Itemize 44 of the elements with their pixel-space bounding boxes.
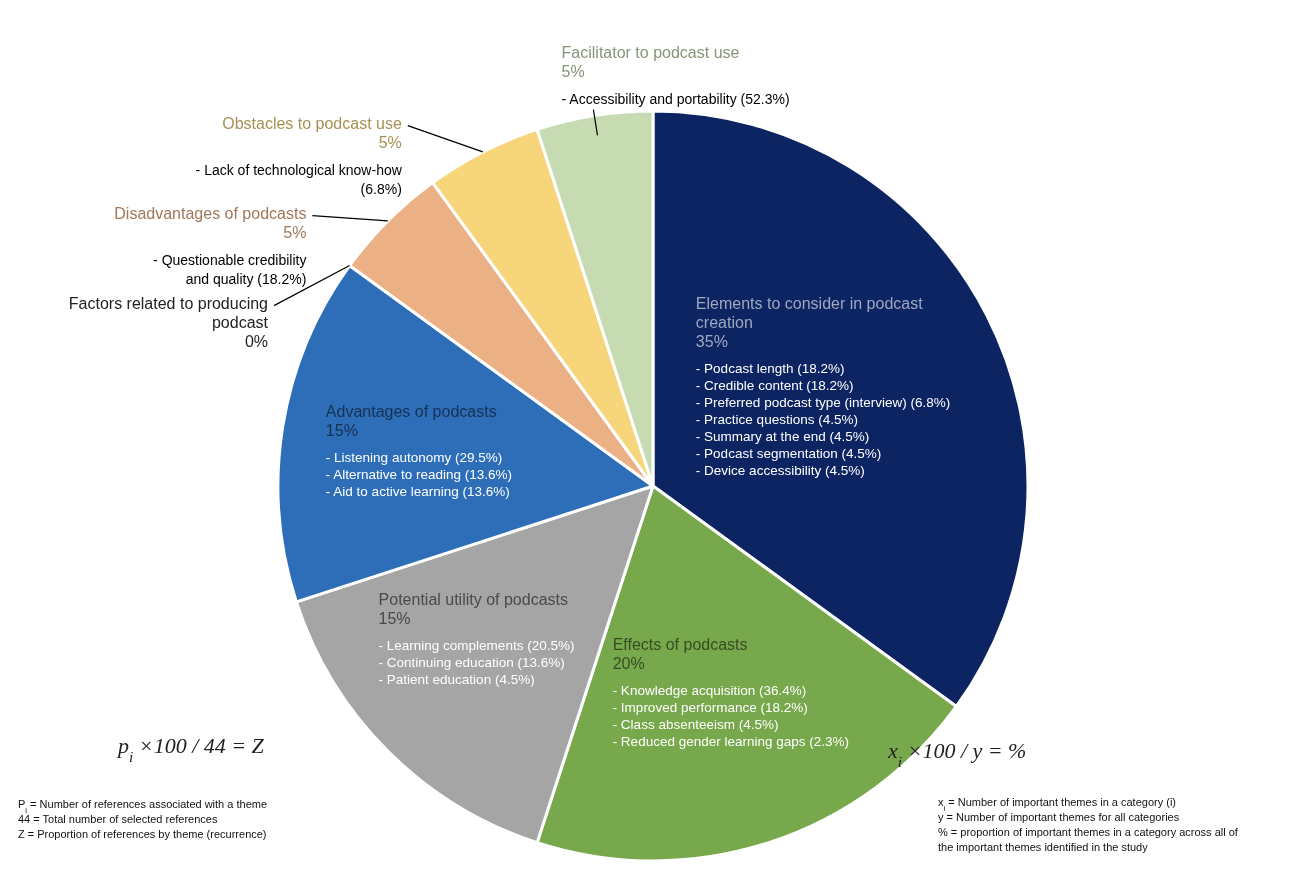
text: y = Number of important themes for all categories (938, 811, 1180, 823)
text: - Device accessibility (4.5%) (695, 463, 865, 479)
text: - Preferred podcast type (interview) (6.8%) (695, 395, 951, 411)
data-label: 5% (561, 62, 585, 80)
slice-label: Obstacles to podcast use (222, 114, 402, 132)
text: - Reduced gender learning gaps (2.3%) (612, 733, 850, 749)
text: - Alternative to reading (13.6%) (325, 467, 512, 483)
text: - Practice questions (4.5%) (695, 412, 858, 428)
category-label: Factors related to producing podcast (68, 294, 268, 331)
slice-label: Advantages of podcasts (325, 403, 497, 421)
text: Z = Proportion of references by theme (recurrence) (18, 828, 267, 840)
text: - Summary at the end (4.5%) (695, 429, 870, 445)
text: - Aid to active learning (13.6%) (325, 484, 510, 500)
text: x$_{i}$ ×100 / y = % (887, 738, 1027, 770)
text: - Learning complements (20.5%) (378, 638, 575, 654)
data-label: 35% (695, 333, 728, 351)
text: - Continuing education (13.6%) (378, 655, 565, 671)
text: 0% (244, 332, 268, 350)
slice-label: Facilitator to podcast use (561, 43, 740, 61)
text: - Accessibility and portability (52.3%) (561, 90, 790, 107)
text: x$_{i}$ = Number of important themes in a category (i) (938, 796, 1177, 813)
text: - Lack of technological know-how (6.8%) (195, 161, 402, 197)
data-label: 5% (283, 223, 307, 241)
data-label: 20% (612, 654, 645, 672)
text: - Podcast segmentation (4.5%) (695, 446, 882, 462)
text: - Patient education (4.5%) (378, 672, 535, 688)
slice-label: Potential utility of podcasts (378, 591, 568, 609)
text: - Class absenteeism (4.5%) (612, 716, 779, 732)
text: - Questionable credibility and quality (18.2%) (153, 251, 307, 287)
text: p$_{i}$ ×100 / 44 = Z (116, 733, 265, 765)
text: 44 = Total number of selected references (18, 813, 218, 825)
text: - Credible content (18.2%) (695, 378, 854, 394)
slice-label: Disadvantages of podcasts (114, 204, 307, 222)
data-label: 15% (325, 422, 358, 440)
slice-label: Effects of podcasts (612, 635, 748, 653)
text: P$_{i}$ = Number of references associated with a theme (18, 798, 268, 815)
text: % = proportion of important themes in a category across all of the important themes identified in the study (938, 826, 1239, 853)
data-label: 15% (378, 610, 411, 628)
data-label: 5% (378, 133, 402, 151)
slice-label: Elements to consider in podcast creation (695, 295, 924, 332)
text: - Knowledge acquisition (36.4%) (612, 682, 807, 698)
text: - Podcast length (18.2%) (695, 361, 845, 377)
text: - Improved performance (18.2%) (612, 699, 808, 715)
text: - Listening autonomy (29.5%) (325, 450, 503, 466)
